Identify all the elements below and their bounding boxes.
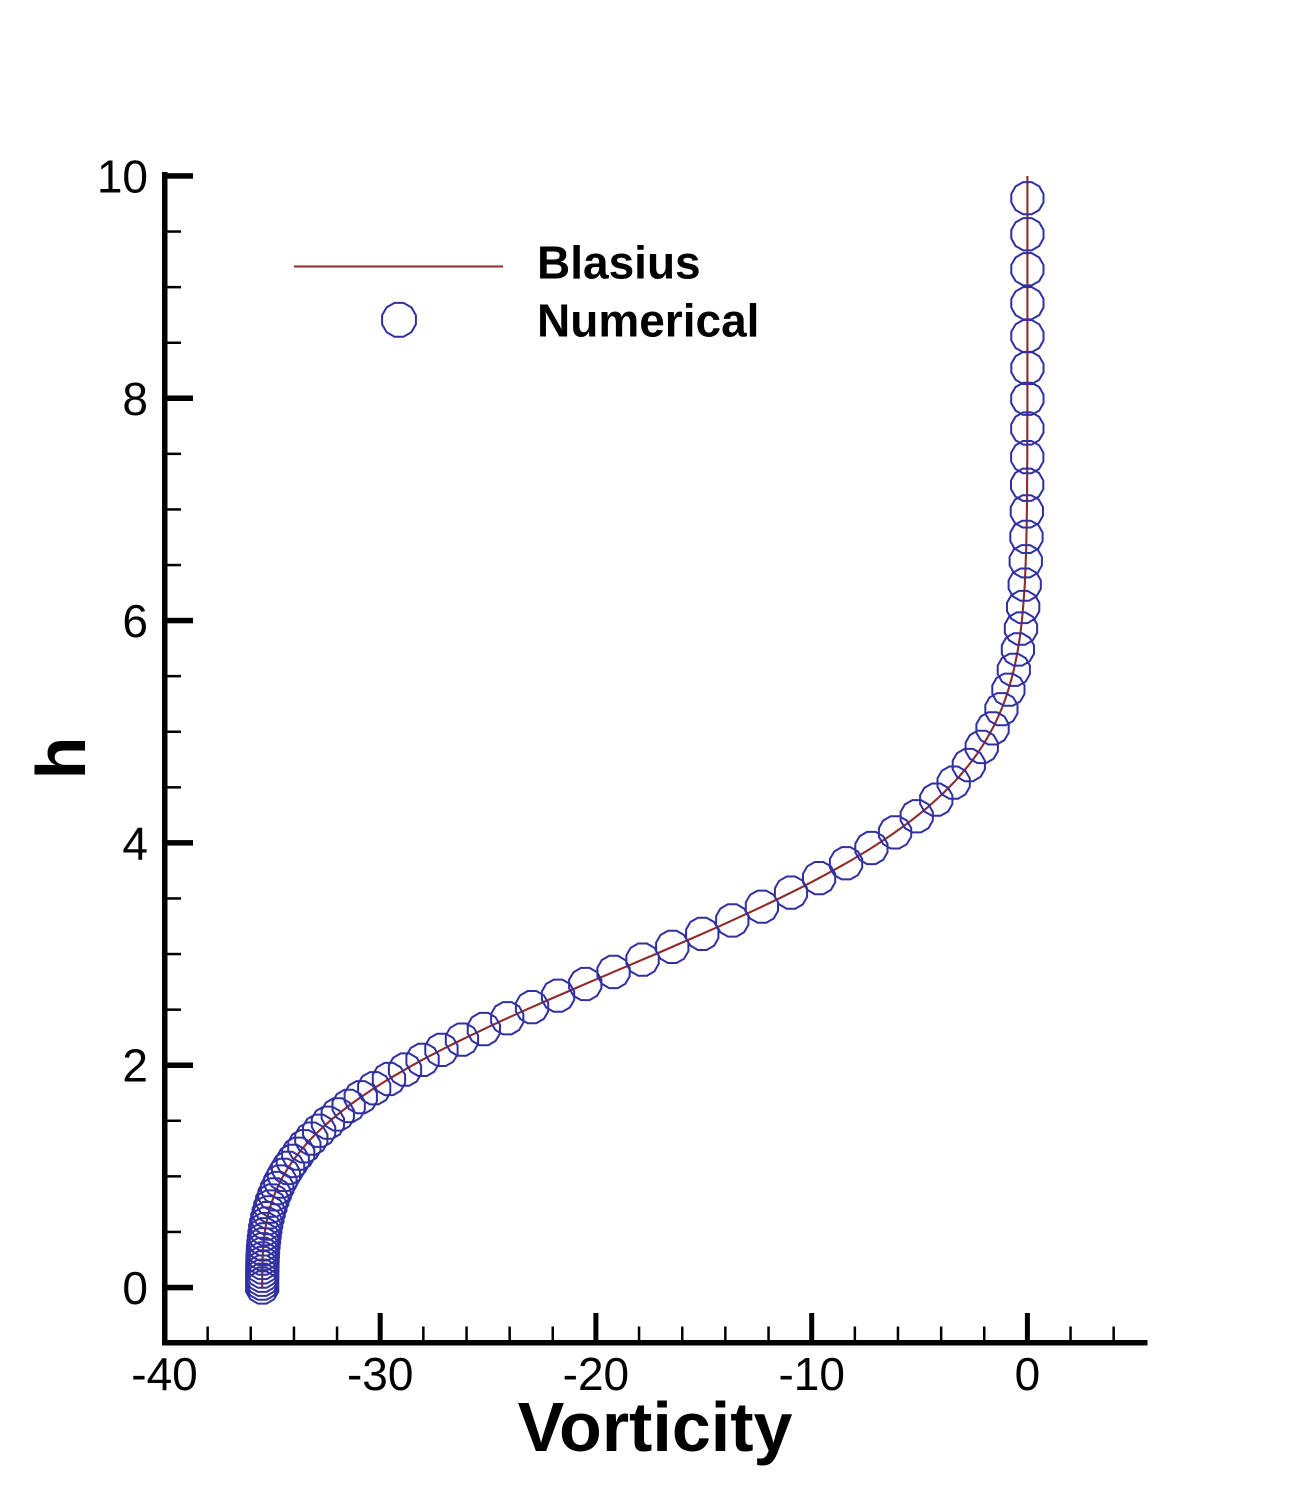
- svg-text:-40: -40: [131, 1348, 197, 1400]
- svg-text:-20: -20: [563, 1348, 629, 1400]
- svg-text:0: 0: [122, 1262, 148, 1314]
- svg-text:Numerical: Numerical: [537, 295, 759, 347]
- svg-text:-10: -10: [778, 1348, 844, 1400]
- svg-text:-30: -30: [347, 1348, 413, 1400]
- svg-text:2: 2: [122, 1040, 148, 1092]
- svg-text:8: 8: [122, 373, 148, 425]
- svg-text:4: 4: [122, 817, 148, 869]
- svg-text:10: 10: [97, 151, 148, 203]
- svg-text:6: 6: [122, 595, 148, 647]
- svg-text:0: 0: [1015, 1348, 1041, 1400]
- svg-text:Blasius: Blasius: [537, 237, 701, 289]
- svg-text:h: h: [22, 737, 100, 780]
- svg-text:Vorticity: Vorticity: [518, 1388, 793, 1466]
